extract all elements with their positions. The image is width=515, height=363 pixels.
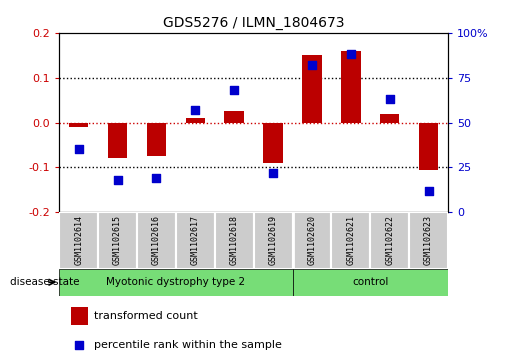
Point	[191, 107, 199, 113]
Text: transformed count: transformed count	[94, 311, 198, 321]
Bar	[370, 212, 409, 269]
Text: percentile rank within the sample: percentile rank within the sample	[94, 340, 282, 350]
Text: GSM1102616: GSM1102616	[152, 216, 161, 265]
Bar	[176, 212, 215, 269]
Text: control: control	[352, 277, 388, 287]
Point	[152, 175, 161, 181]
Point	[386, 96, 394, 102]
Bar	[332, 212, 370, 269]
Bar	[185, 118, 205, 123]
Bar	[380, 114, 400, 123]
Text: GSM1102623: GSM1102623	[424, 216, 433, 265]
Text: GSM1102620: GSM1102620	[307, 216, 316, 265]
Bar	[341, 51, 360, 123]
Point	[308, 62, 316, 68]
Point	[230, 87, 238, 93]
Bar	[293, 212, 332, 269]
Point	[75, 342, 83, 348]
Text: GSM1102615: GSM1102615	[113, 216, 122, 265]
Text: GSM1102617: GSM1102617	[191, 216, 200, 265]
Bar	[293, 269, 448, 296]
Text: GSM1102614: GSM1102614	[74, 216, 83, 265]
Bar	[215, 212, 253, 269]
Bar	[108, 123, 127, 158]
Bar	[71, 307, 89, 325]
Text: GSM1102618: GSM1102618	[230, 216, 238, 265]
Bar	[137, 212, 176, 269]
Text: GSM1102621: GSM1102621	[347, 216, 355, 265]
Bar	[409, 212, 448, 269]
Text: disease state: disease state	[10, 277, 80, 287]
Text: GSM1102619: GSM1102619	[269, 216, 278, 265]
Text: GSM1102622: GSM1102622	[385, 216, 394, 265]
Bar	[225, 111, 244, 123]
Point	[269, 170, 277, 176]
Bar	[263, 123, 283, 163]
Bar	[69, 123, 89, 127]
Bar	[147, 123, 166, 156]
Point	[75, 147, 83, 152]
Bar	[419, 123, 438, 170]
Text: Myotonic dystrophy type 2: Myotonic dystrophy type 2	[106, 277, 246, 287]
Bar	[253, 212, 293, 269]
Point	[113, 177, 122, 183]
Bar	[98, 212, 137, 269]
Bar	[59, 269, 293, 296]
Bar	[59, 212, 98, 269]
Bar	[302, 55, 322, 123]
Point	[347, 51, 355, 57]
Title: GDS5276 / ILMN_1804673: GDS5276 / ILMN_1804673	[163, 16, 345, 30]
Point	[424, 188, 433, 194]
